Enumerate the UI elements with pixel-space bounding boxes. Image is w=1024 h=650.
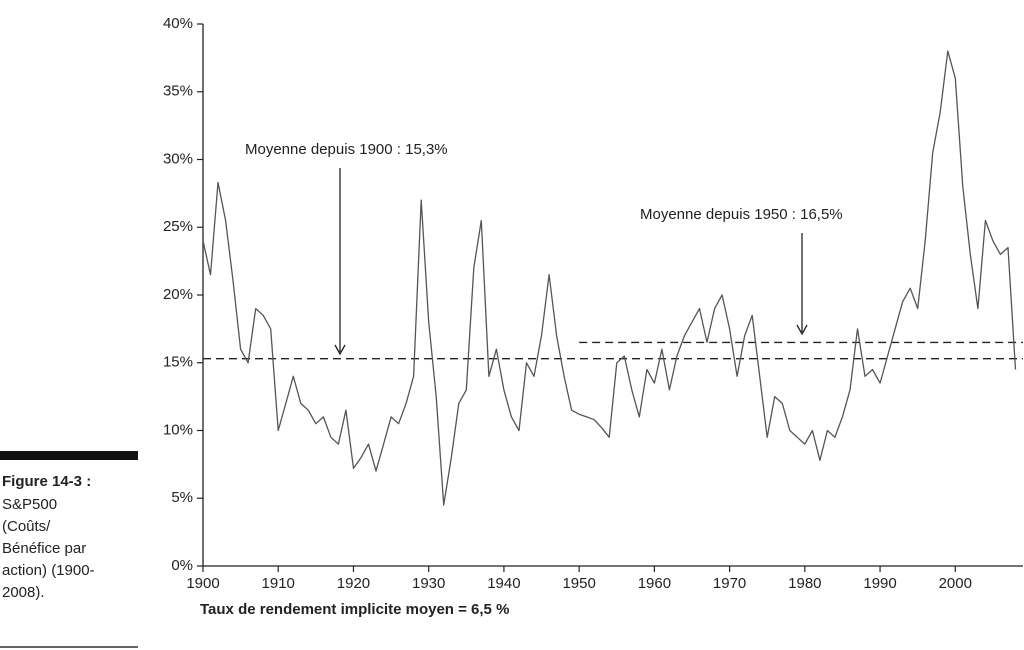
y-tick-label: 15% <box>163 354 193 371</box>
y-tick-label: 0% <box>171 557 193 574</box>
figure-bar <box>0 451 138 460</box>
x-tick-label: 1900 <box>186 575 219 592</box>
y-tick-label: 35% <box>163 83 193 100</box>
figure-caption: Bénéfice par <box>2 540 86 557</box>
line-series <box>202 50 1017 506</box>
x-tick-label: 1950 <box>562 575 595 592</box>
figure-caption: (Coûts/ <box>2 518 51 535</box>
arrow-head <box>796 324 808 336</box>
x-tick-label: 1970 <box>713 575 746 592</box>
x-tick-label: 2000 <box>939 575 972 592</box>
y-tick-label: 30% <box>163 150 193 167</box>
figure-label: Figure 14-3 : <box>2 473 91 490</box>
x-tick-label: 1990 <box>863 575 896 592</box>
figure-caption: action) (1900- <box>2 562 95 579</box>
x-tick-label: 1960 <box>638 575 671 592</box>
x-tick-label: 1940 <box>487 575 520 592</box>
annotation: Moyenne depuis 1950 : 16,5% <box>640 206 843 223</box>
x-tick-label: 1920 <box>337 575 370 592</box>
y-tick-label: 25% <box>163 218 193 235</box>
x-tick-label: 1980 <box>788 575 821 592</box>
figure-caption: 2008). <box>2 584 45 601</box>
annotation: Moyenne depuis 1900 : 15,3% <box>245 141 448 158</box>
x-tick-label: 1930 <box>412 575 445 592</box>
figure-caption: S&P500 <box>2 496 57 513</box>
y-tick-label: 5% <box>171 489 193 506</box>
x-tick-label: 1910 <box>262 575 295 592</box>
note: Taux de rendement implicite moyen = 6,5 … <box>200 601 509 618</box>
y-tick-label: 40% <box>163 15 193 32</box>
arrow-head <box>334 344 346 356</box>
y-tick-label: 20% <box>163 286 193 303</box>
y-tick-label: 10% <box>163 421 193 438</box>
